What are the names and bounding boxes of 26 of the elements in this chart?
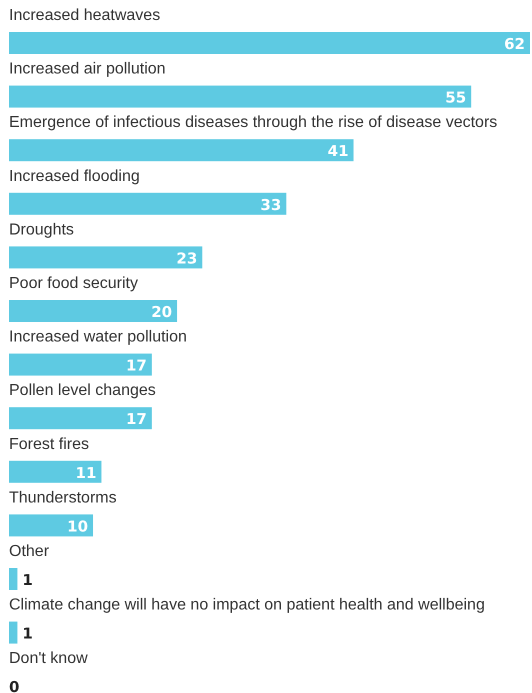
y-tick-label: Thunderstorms	[9, 489, 117, 506]
y-tick-label: Pollen level changes	[9, 382, 156, 400]
data-label: 1	[22, 624, 33, 643]
data-label: 17	[126, 410, 147, 428]
y-tick-label: Increased flooding	[9, 168, 140, 185]
data-label: 17	[126, 356, 147, 375]
data-label: 55	[445, 88, 466, 107]
y-tick-label: Climate change will have no impact on patient health and wellbeing	[9, 596, 485, 614]
data-label: 10	[67, 517, 88, 536]
data-label: 1	[22, 571, 33, 589]
data-label: 0	[9, 678, 20, 693]
data-label: 20	[151, 303, 172, 321]
data-label: 62	[504, 35, 525, 53]
y-tick-label: Increased water pollution	[9, 328, 187, 346]
y-tick-label: Increased air pollution	[9, 60, 166, 78]
data-label: 23	[176, 249, 198, 268]
y-tick-label: Other	[9, 543, 50, 560]
data-label: 41	[328, 142, 349, 160]
y-tick-label: Don't know	[9, 650, 88, 668]
y-tick-label: Forest fires	[9, 436, 90, 453]
y-tick-label: Increased heatwaves	[9, 7, 160, 24]
data-label: 33	[260, 196, 282, 214]
data-label: 11	[76, 464, 96, 482]
y-tick-label: Emergence of infectious diseases through the rise of disease vectors	[9, 114, 498, 132]
y-tick-label: Droughts	[9, 221, 74, 238]
y-tick-label: Poor food security	[9, 275, 138, 292]
